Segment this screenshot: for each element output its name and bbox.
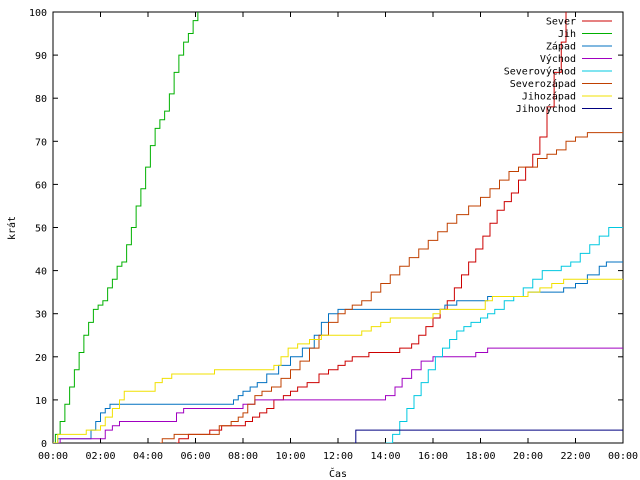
x-tick-label: 20:00 xyxy=(513,451,543,462)
series-line-jihozapad xyxy=(53,278,623,443)
legend: SeverJihZápadVýchodSeverovýchodSeverozáp… xyxy=(504,17,612,115)
x-tick-label: 00:00 xyxy=(38,451,68,462)
series-line-zapad xyxy=(53,261,623,443)
y-tick-label: 70 xyxy=(35,137,47,148)
series-line-severovychod xyxy=(385,227,623,443)
y-tick-label: 20 xyxy=(35,353,47,364)
legend-label-jihovychod: Jihovýchod xyxy=(516,103,576,115)
y-tick-label: 100 xyxy=(29,8,47,19)
y-tick-label: 30 xyxy=(35,310,47,321)
x-tick-label: 18:00 xyxy=(465,451,495,462)
legend-label-sever: Sever xyxy=(546,17,576,28)
series-line-severozapad xyxy=(159,132,623,443)
legend-label-zapad: Západ xyxy=(546,41,576,53)
legend-label-jih: Jih xyxy=(558,29,576,40)
y-tick-label: 80 xyxy=(35,94,47,105)
y-tick-label: 50 xyxy=(35,224,47,235)
y-tick-label: 40 xyxy=(35,267,47,278)
x-tick-label: 04:00 xyxy=(133,451,163,462)
y-axis-label: krát xyxy=(6,216,18,240)
legend-label-vychod: Východ xyxy=(540,53,576,65)
x-tick-label: 16:00 xyxy=(418,451,448,462)
x-tick-label: 08:00 xyxy=(228,451,258,462)
series-line-sever xyxy=(176,12,567,443)
x-tick-label: 22:00 xyxy=(560,451,590,462)
y-tick-label: 10 xyxy=(35,396,47,407)
legend-label-jihozapad: Jihozápad xyxy=(522,91,576,103)
x-axis-label: Čas xyxy=(329,467,347,480)
x-tick-label: 06:00 xyxy=(180,451,210,462)
x-tick-label: 14:00 xyxy=(370,451,400,462)
legend-label-severovychod: Severovýchod xyxy=(504,66,576,78)
series-layer xyxy=(53,12,623,443)
x-tick-label: 10:00 xyxy=(275,451,305,462)
legend-label-severozapad: Severozápad xyxy=(510,78,576,90)
series-line-jihovychod xyxy=(354,429,623,443)
x-tick-label: 00:00 xyxy=(608,451,638,462)
x-tick-label: 02:00 xyxy=(85,451,115,462)
y-tick-label: 90 xyxy=(35,51,47,62)
x-tick-label: 12:00 xyxy=(323,451,353,462)
plot-area xyxy=(52,11,624,444)
axes: 00:00 02:00 04:00 06:00 08:00 10:00 12:00 14:00… xyxy=(29,8,638,462)
y-tick-label: 0 xyxy=(41,439,47,450)
y-tick-label: 60 xyxy=(35,180,47,191)
series-line-jih xyxy=(53,12,199,443)
